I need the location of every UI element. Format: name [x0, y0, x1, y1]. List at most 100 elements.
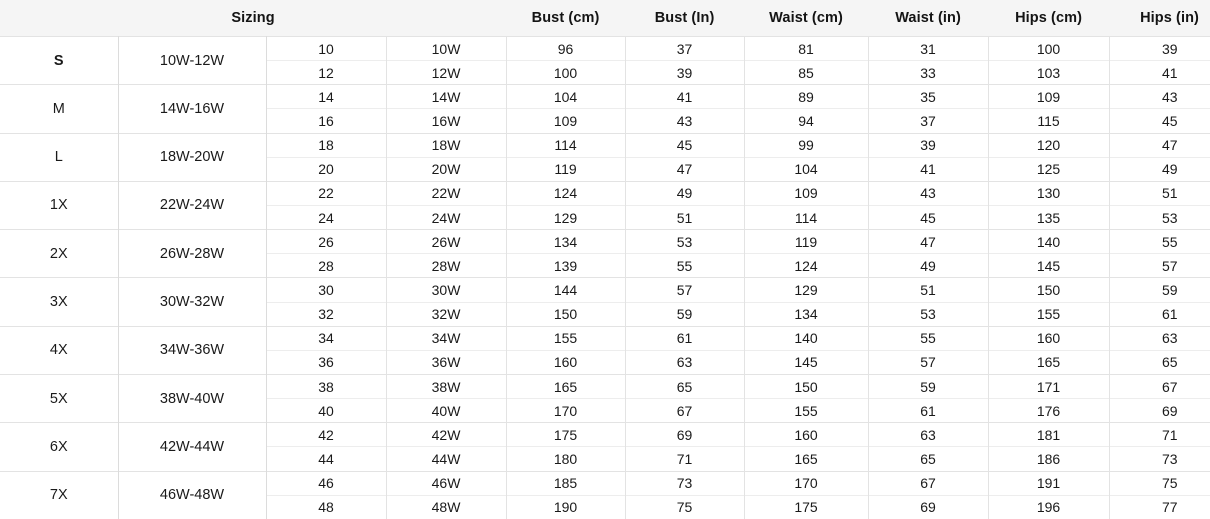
cell-hips-in: 73	[1109, 446, 1210, 472]
column-header-hips-in: Hips (in)	[1109, 0, 1210, 37]
cell-bust-cm: 180	[506, 446, 626, 472]
cell-size-number-w: 44W	[386, 446, 507, 472]
table-row: 2X 26W-28W 26 26W 134 53 119 47 140 55	[0, 229, 1210, 278]
size-label: S	[0, 35, 119, 85]
cell-hips-in: 51	[1109, 180, 1210, 206]
cell-waist-in: 53	[868, 301, 989, 327]
column-header-sizing: Sizing	[0, 0, 507, 37]
cell-hips-in: 41	[1109, 60, 1210, 85]
cell-bust-in: 41	[625, 84, 745, 109]
cell-size-number: 22	[266, 180, 387, 206]
cell-size-number-w: 10W	[386, 35, 507, 61]
column-header-waist-cm: Waist (cm)	[744, 0, 869, 37]
cell-hips-in: 59	[1109, 277, 1210, 303]
table-row: 16 16W 109 43 94 37 115 45	[0, 108, 1210, 134]
size-label: M	[0, 84, 119, 134]
cell-waist-in: 65	[868, 446, 989, 472]
cell-hips-in: 47	[1109, 132, 1210, 158]
cell-hips-in: 67	[1109, 373, 1210, 399]
cell-size-number: 10	[266, 35, 387, 61]
cell-hips-cm: 115	[988, 108, 1110, 134]
cell-bust-cm: 100	[506, 60, 626, 85]
cell-bust-in: 65	[625, 373, 745, 399]
cell-bust-in: 55	[625, 253, 745, 278]
cell-bust-cm: 165	[506, 373, 626, 399]
table-row: 32 32W 150 59 134 53 155 61	[0, 301, 1210, 327]
cell-hips-in: 55	[1109, 229, 1210, 254]
size-range-label: 42W-44W	[118, 422, 267, 472]
cell-waist-in: 51	[868, 277, 989, 303]
size-range-label: 26W-28W	[118, 229, 267, 278]
cell-hips-cm: 186	[988, 446, 1110, 472]
cell-bust-cm: 119	[506, 156, 626, 182]
cell-waist-cm: 165	[744, 446, 869, 472]
column-header-waist-in: Waist (in)	[868, 0, 989, 37]
cell-bust-cm: 155	[506, 325, 626, 351]
cell-size-number-w: 28W	[386, 253, 507, 278]
size-label: 7X	[0, 470, 119, 519]
table-row: 7X 46W-48W 46 46W 185 73 170 67 191 75	[0, 470, 1210, 519]
cell-size-number-w: 14W	[386, 84, 507, 109]
cell-waist-cm: 81	[744, 35, 869, 61]
table-row: 4X 34W-36W 34 34W 155 61 140 55 160 63	[0, 325, 1210, 375]
cell-size-number: 12	[266, 60, 387, 85]
cell-waist-in: 35	[868, 84, 989, 109]
cell-size-number: 46	[266, 470, 387, 496]
table-row: 24 24W 129 51 114 45 135 53	[0, 204, 1210, 230]
cell-size-number: 24	[266, 204, 387, 230]
cell-hips-cm: 160	[988, 325, 1110, 351]
cell-size-number-w: 34W	[386, 325, 507, 351]
cell-hips-in: 43	[1109, 84, 1210, 109]
cell-waist-in: 47	[868, 229, 989, 254]
cell-bust-cm: 185	[506, 470, 626, 496]
cell-size-number-w: 32W	[386, 301, 507, 327]
size-label: 3X	[0, 277, 119, 327]
column-header-bust-in: Bust (In)	[625, 0, 745, 37]
cell-bust-cm: 104	[506, 84, 626, 109]
cell-size-number: 38	[266, 373, 387, 399]
cell-waist-in: 67	[868, 470, 989, 496]
cell-bust-in: 51	[625, 204, 745, 230]
cell-waist-in: 41	[868, 156, 989, 182]
table-row: 1X 22W-24W 22 22W 124 49 109 43 130 51	[0, 180, 1210, 230]
cell-bust-cm: 160	[506, 349, 626, 375]
cell-size-number-w: 42W	[386, 422, 507, 447]
cell-hips-cm: 100	[988, 35, 1110, 61]
cell-hips-in: 61	[1109, 301, 1210, 327]
cell-size-number: 16	[266, 108, 387, 134]
column-header-hips-cm: Hips (cm)	[988, 0, 1110, 37]
size-label: 2X	[0, 229, 119, 278]
cell-bust-in: 39	[625, 60, 745, 85]
column-header-bust-cm: Bust (cm)	[506, 0, 626, 37]
table-row: 6X 42W-44W 42 42W 175 69 160 63 181 71	[0, 422, 1210, 472]
cell-hips-cm: 135	[988, 204, 1110, 230]
cell-bust-cm: 114	[506, 132, 626, 158]
cell-waist-cm: 94	[744, 108, 869, 134]
cell-bust-in: 59	[625, 301, 745, 327]
cell-hips-cm: 171	[988, 373, 1110, 399]
cell-waist-cm: 99	[744, 132, 869, 158]
cell-hips-in: 57	[1109, 253, 1210, 278]
table-row: 3X 30W-32W 30 30W 144 57 129 51 150 59	[0, 277, 1210, 327]
cell-size-number: 36	[266, 349, 387, 375]
cell-size-number-w: 26W	[386, 229, 507, 254]
size-range-label: 14W-16W	[118, 84, 267, 134]
size-label: 4X	[0, 325, 119, 375]
cell-bust-cm: 96	[506, 35, 626, 61]
cell-size-number: 14	[266, 84, 387, 109]
cell-size-number-w: 12W	[386, 60, 507, 85]
cell-bust-in: 61	[625, 325, 745, 351]
cell-hips-in: 49	[1109, 156, 1210, 182]
size-range-label: 46W-48W	[118, 470, 267, 519]
cell-hips-in: 65	[1109, 349, 1210, 375]
cell-bust-cm: 144	[506, 277, 626, 303]
cell-hips-cm: 145	[988, 253, 1110, 278]
table-row: M 14W-16W 14 14W 104 41 89 35 109 43	[0, 84, 1210, 134]
cell-size-number-w: 22W	[386, 180, 507, 206]
cell-bust-cm: 170	[506, 398, 626, 423]
table-row: 28 28W 139 55 124 49 145 57	[0, 253, 1210, 278]
cell-waist-cm: 85	[744, 60, 869, 85]
cell-size-number: 34	[266, 325, 387, 351]
cell-hips-cm: 191	[988, 470, 1110, 496]
